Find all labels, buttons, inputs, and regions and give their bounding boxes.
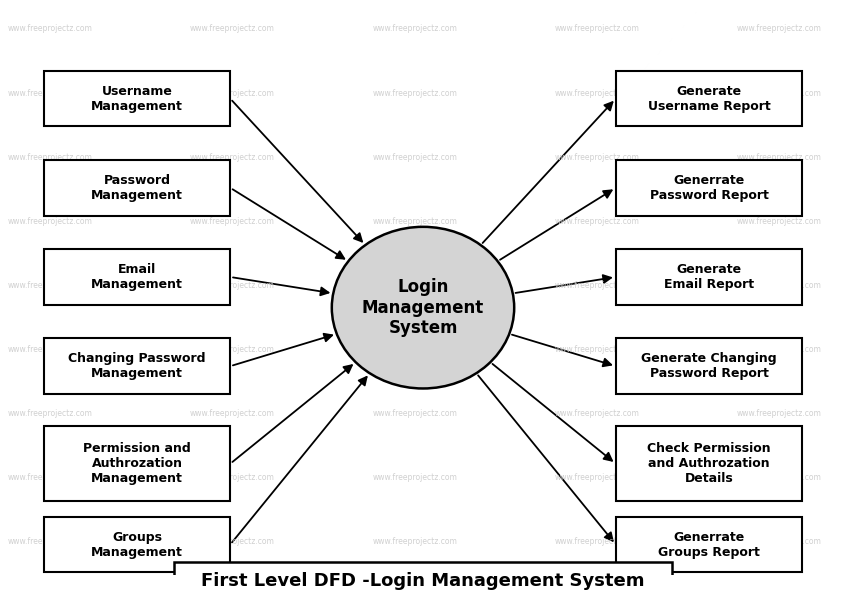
Text: www.freeprojectz.com: www.freeprojectz.com (555, 281, 640, 290)
Text: www.freeprojectz.com: www.freeprojectz.com (372, 345, 457, 354)
Text: www.freeprojectz.com: www.freeprojectz.com (8, 152, 92, 162)
FancyBboxPatch shape (616, 338, 802, 394)
FancyBboxPatch shape (44, 426, 230, 501)
Text: www.freeprojectz.com: www.freeprojectz.com (8, 217, 92, 226)
Text: Generate
Username Report: Generate Username Report (648, 85, 771, 113)
Text: www.freeprojectz.com: www.freeprojectz.com (372, 217, 457, 226)
FancyBboxPatch shape (174, 562, 672, 593)
Text: Changing Password
Management: Changing Password Management (69, 352, 206, 380)
Text: www.freeprojectz.com: www.freeprojectz.com (190, 24, 275, 33)
FancyBboxPatch shape (44, 160, 230, 216)
FancyBboxPatch shape (616, 426, 802, 501)
FancyBboxPatch shape (44, 338, 230, 394)
Text: www.freeprojectz.com: www.freeprojectz.com (555, 345, 640, 354)
Text: www.freeprojectz.com: www.freeprojectz.com (190, 88, 275, 97)
FancyBboxPatch shape (44, 249, 230, 305)
Text: Login
Management
System: Login Management System (362, 278, 484, 337)
Text: Password
Management: Password Management (91, 174, 183, 202)
Text: www.freeprojectz.com: www.freeprojectz.com (372, 473, 457, 482)
Text: www.freeprojectz.com: www.freeprojectz.com (190, 409, 275, 418)
Text: Username
Management: Username Management (91, 85, 183, 113)
Text: www.freeprojectz.com: www.freeprojectz.com (555, 217, 640, 226)
FancyBboxPatch shape (616, 160, 802, 216)
Text: Generate
Email Report: Generate Email Report (664, 263, 754, 291)
Text: www.freeprojectz.com: www.freeprojectz.com (8, 88, 92, 97)
Text: www.freeprojectz.com: www.freeprojectz.com (372, 24, 457, 33)
Text: www.freeprojectz.com: www.freeprojectz.com (8, 409, 92, 418)
Text: www.freeprojectz.com: www.freeprojectz.com (190, 345, 275, 354)
Text: www.freeprojectz.com: www.freeprojectz.com (372, 537, 457, 546)
Text: www.freeprojectz.com: www.freeprojectz.com (555, 88, 640, 97)
Text: www.freeprojectz.com: www.freeprojectz.com (737, 281, 822, 290)
Text: www.freeprojectz.com: www.freeprojectz.com (190, 473, 275, 482)
Text: www.freeprojectz.com: www.freeprojectz.com (190, 281, 275, 290)
Text: www.freeprojectz.com: www.freeprojectz.com (737, 345, 822, 354)
Text: www.freeprojectz.com: www.freeprojectz.com (8, 537, 92, 546)
FancyBboxPatch shape (616, 517, 802, 572)
Text: www.freeprojectz.com: www.freeprojectz.com (372, 88, 457, 97)
Text: www.freeprojectz.com: www.freeprojectz.com (8, 345, 92, 354)
Text: www.freeprojectz.com: www.freeprojectz.com (737, 473, 822, 482)
Text: Groups
Management: Groups Management (91, 531, 183, 559)
Text: www.freeprojectz.com: www.freeprojectz.com (737, 409, 822, 418)
Text: Permission and
Authrozation
Management: Permission and Authrozation Management (83, 442, 191, 485)
Text: Email
Management: Email Management (91, 263, 183, 291)
Text: Generrate
Groups Report: Generrate Groups Report (658, 531, 760, 559)
Text: www.freeprojectz.com: www.freeprojectz.com (555, 409, 640, 418)
Text: First Level DFD -Login Management System: First Level DFD -Login Management System (201, 572, 645, 590)
Text: www.freeprojectz.com: www.freeprojectz.com (737, 88, 822, 97)
Text: www.freeprojectz.com: www.freeprojectz.com (737, 217, 822, 226)
Text: www.freeprojectz.com: www.freeprojectz.com (555, 537, 640, 546)
Text: www.freeprojectz.com: www.freeprojectz.com (8, 473, 92, 482)
Text: www.freeprojectz.com: www.freeprojectz.com (190, 152, 275, 162)
Ellipse shape (332, 227, 514, 388)
Text: www.freeprojectz.com: www.freeprojectz.com (737, 537, 822, 546)
Text: www.freeprojectz.com: www.freeprojectz.com (555, 24, 640, 33)
FancyBboxPatch shape (44, 517, 230, 572)
FancyBboxPatch shape (616, 71, 802, 126)
Text: www.freeprojectz.com: www.freeprojectz.com (372, 281, 457, 290)
Text: www.freeprojectz.com: www.freeprojectz.com (372, 409, 457, 418)
Text: www.freeprojectz.com: www.freeprojectz.com (372, 152, 457, 162)
Text: www.freeprojectz.com: www.freeprojectz.com (190, 537, 275, 546)
Text: www.freeprojectz.com: www.freeprojectz.com (555, 473, 640, 482)
Text: Check Permission
and Authrozation
Details: Check Permission and Authrozation Detail… (647, 442, 771, 485)
Text: www.freeprojectz.com: www.freeprojectz.com (8, 24, 92, 33)
FancyBboxPatch shape (44, 71, 230, 126)
Text: Generrate
Password Report: Generrate Password Report (650, 174, 768, 202)
Text: www.freeprojectz.com: www.freeprojectz.com (737, 152, 822, 162)
Text: www.freeprojectz.com: www.freeprojectz.com (737, 24, 822, 33)
FancyBboxPatch shape (616, 249, 802, 305)
Text: www.freeprojectz.com: www.freeprojectz.com (190, 217, 275, 226)
Text: Generate Changing
Password Report: Generate Changing Password Report (641, 352, 777, 380)
Text: www.freeprojectz.com: www.freeprojectz.com (8, 281, 92, 290)
Text: www.freeprojectz.com: www.freeprojectz.com (555, 152, 640, 162)
